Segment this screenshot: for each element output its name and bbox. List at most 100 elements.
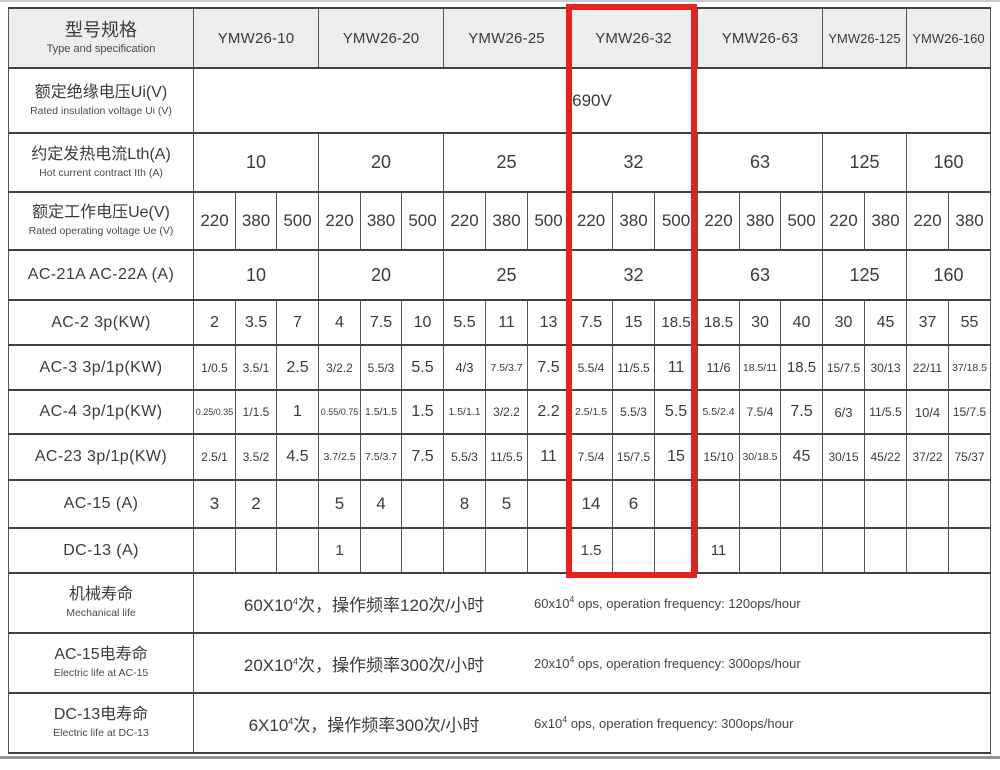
ac3-cell: 37/18.5 bbox=[948, 344, 991, 391]
dc13-cell bbox=[485, 527, 528, 574]
dc13-cell: 1 bbox=[318, 527, 361, 574]
ac2-label: AC-2 3p(KW) bbox=[8, 299, 194, 346]
ac15-cell: 8 bbox=[443, 479, 486, 529]
dc13-cell bbox=[864, 527, 907, 574]
top-divider bbox=[0, 0, 1000, 2]
dc13-cell bbox=[360, 527, 402, 574]
ac15-cell bbox=[401, 479, 444, 529]
ymw26-spec-table: 型号规格 Type and specification YMW26-10 YMW26-… bbox=[8, 7, 991, 754]
ac15-electric-life-en-text: 20x104 ops, operation frequency: 300ops/… bbox=[534, 654, 801, 671]
dc13-cell bbox=[276, 527, 319, 574]
operating-voltage-cell: 380 bbox=[948, 191, 991, 251]
ac15-electric-life-label: AC-15电寿命 Electric life at AC-15 bbox=[8, 632, 194, 694]
ac21-ac22-cell: 63 bbox=[697, 249, 823, 301]
operating-voltage-cell: 220 bbox=[822, 191, 865, 251]
ac15-cell: 5 bbox=[485, 479, 528, 529]
ac3-cell: 15/7.5 bbox=[822, 344, 865, 391]
dc13-electric-life-zh-text: 6X104次，操作频率300次/小时 bbox=[248, 715, 480, 735]
ac3-cell: 11/5.5 bbox=[612, 344, 655, 391]
operating-voltage-cell: 380 bbox=[235, 191, 277, 251]
ac23-cell: 7.5/4 bbox=[569, 433, 613, 481]
dc13-label: DC-13 (A) bbox=[8, 527, 194, 574]
model-header-ymw26-25: YMW26-25 bbox=[443, 7, 570, 69]
operating-voltage-cell: 220 bbox=[906, 191, 949, 251]
ac4-cell: 0.55/0.75 bbox=[318, 389, 361, 435]
dc13-cell bbox=[527, 527, 570, 574]
ac2-cell: 7.5 bbox=[360, 299, 402, 346]
ac4-cell: 11/5.5 bbox=[864, 389, 907, 435]
operating-voltage-cell: 220 bbox=[443, 191, 486, 251]
ac21-ac22-cell: 32 bbox=[569, 249, 698, 301]
thermal-current-cell: 125 bbox=[822, 132, 907, 193]
ac15-electric-life-zh-text: 20X104次，操作频率300次/小时 bbox=[243, 655, 485, 675]
operating-voltage-cell: 500 bbox=[654, 191, 698, 251]
ac23-cell: 2.5/1 bbox=[193, 433, 236, 481]
ac23-cell: 15/7.5 bbox=[612, 433, 655, 481]
ac2-cell: 2 bbox=[193, 299, 236, 346]
ac2-cell: 7.5 bbox=[569, 299, 613, 346]
ac2-cell: 5.5 bbox=[443, 299, 486, 346]
ac4-cell: 7.5/4 bbox=[739, 389, 781, 435]
thermal-current-cell: 25 bbox=[443, 132, 570, 193]
ac3-cell: 22/11 bbox=[906, 344, 949, 391]
ac15-cell bbox=[780, 479, 823, 529]
insulation-voltage-label: 额定绝缘电压Ui(V) Rated insulation voltage Ui (… bbox=[8, 67, 194, 134]
ac21-ac22-cell: 10 bbox=[193, 249, 319, 301]
ac4-cell: 10/4 bbox=[906, 389, 949, 435]
ac4-cell: 5.5/2.4 bbox=[697, 389, 740, 435]
ac3-cell: 5.5/3 bbox=[360, 344, 402, 391]
ac3-cell: 30/13 bbox=[864, 344, 907, 391]
ac3-label: AC-3 3p/1p(KW) bbox=[8, 344, 194, 391]
ac15-cell bbox=[906, 479, 949, 529]
ac15-cell: 4 bbox=[360, 479, 402, 529]
operating-voltage-cell: 220 bbox=[697, 191, 740, 251]
model-header-ymw26-125: YMW26-125 bbox=[822, 7, 907, 69]
operating-voltage-cell: 380 bbox=[612, 191, 655, 251]
ac2-cell: 18.5 bbox=[654, 299, 698, 346]
dc13-cell bbox=[948, 527, 991, 574]
ac23-label: AC-23 3p/1p(KW) bbox=[8, 433, 194, 481]
ac4-cell: 5.5/3 bbox=[612, 389, 655, 435]
dc13-cell bbox=[401, 527, 444, 574]
ac2-cell: 30 bbox=[822, 299, 865, 346]
ac2-cell: 15 bbox=[612, 299, 655, 346]
mechanical-life-label: 机械寿命 Mechanical life bbox=[8, 572, 194, 634]
bottom-divider bbox=[0, 756, 1000, 759]
ac15-cell bbox=[822, 479, 865, 529]
dc13-cell: 1.5 bbox=[569, 527, 613, 574]
ac4-cell: 1.5/1.5 bbox=[360, 389, 402, 435]
model-header-ymw26-32: YMW26-32 bbox=[569, 7, 698, 69]
ac3-cell: 18.5 bbox=[780, 344, 823, 391]
operating-voltage-cell: 220 bbox=[569, 191, 613, 251]
thermal-current-cell: 32 bbox=[569, 132, 698, 193]
ac2-cell: 4 bbox=[318, 299, 361, 346]
ac15-cell bbox=[864, 479, 907, 529]
type-spec-label: 型号规格 Type and specification bbox=[8, 7, 194, 69]
ac23-cell: 45 bbox=[780, 433, 823, 481]
model-header-ymw26-10: YMW26-10 bbox=[193, 7, 319, 69]
model-header-ymw26-63: YMW26-63 bbox=[697, 7, 823, 69]
ac15-cell bbox=[654, 479, 698, 529]
ac15-cell bbox=[276, 479, 319, 529]
ac23-cell: 15 bbox=[654, 433, 698, 481]
dc13-cell bbox=[739, 527, 781, 574]
dc13-electric-life-label: DC-13电寿命 Electric life at DC-13 bbox=[8, 692, 194, 754]
ac2-cell: 13 bbox=[527, 299, 570, 346]
ac4-cell: 15/7.5 bbox=[948, 389, 991, 435]
ac3-cell: 3.5/1 bbox=[235, 344, 277, 391]
ac15-cell: 6 bbox=[612, 479, 655, 529]
mechanical-life-en-text: 60x104 ops, operation frequency: 120ops/… bbox=[534, 594, 801, 611]
ac23-cell: 45/22 bbox=[864, 433, 907, 481]
operating-voltage-label: 额定工作电压Ue(V) Rated operating voltage Ue (V… bbox=[8, 191, 194, 251]
ac4-cell: 3/2.2 bbox=[485, 389, 528, 435]
ac23-cell: 15/10 bbox=[697, 433, 740, 481]
ac4-cell: 0.25/0.35 bbox=[193, 389, 236, 435]
ac4-cell: 1/1.5 bbox=[235, 389, 277, 435]
operating-voltage-cell: 500 bbox=[780, 191, 823, 251]
ac23-cell: 11/5.5 bbox=[485, 433, 528, 481]
operating-voltage-cell: 500 bbox=[527, 191, 570, 251]
operating-voltage-cell: 380 bbox=[360, 191, 402, 251]
operating-voltage-cell: 500 bbox=[401, 191, 444, 251]
operating-voltage-cell: 220 bbox=[193, 191, 236, 251]
ac4-cell: 2.5/1.5 bbox=[569, 389, 613, 435]
